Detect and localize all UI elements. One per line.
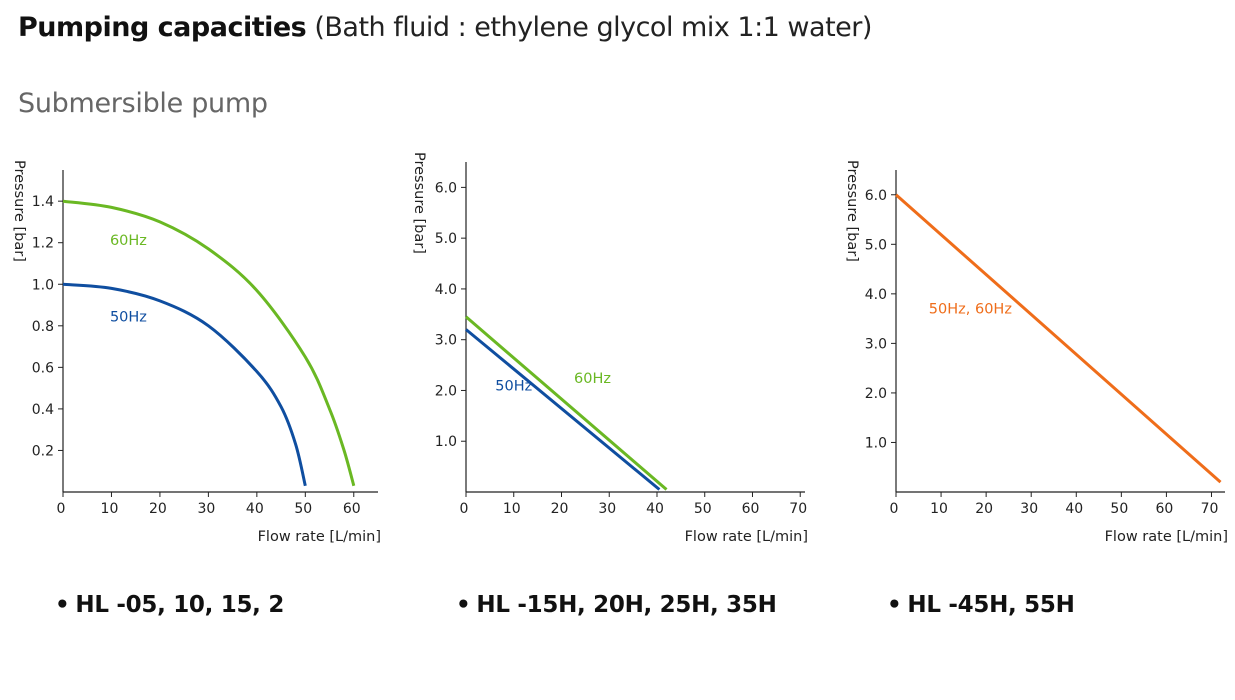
series-label: 50Hz xyxy=(495,378,532,394)
y-tick-label: 0.6 xyxy=(32,360,54,376)
y-tick-label: 0.8 xyxy=(32,319,54,335)
x-tick-label: 20 xyxy=(149,501,167,517)
x-tick-label: 60 xyxy=(742,501,760,517)
series-line-50hz-60hz xyxy=(895,193,1222,484)
series-line-60hz xyxy=(465,315,668,491)
x-tick-label: 30 xyxy=(598,501,616,517)
x-tick-label: 70 xyxy=(1201,501,1219,517)
y-axis-label: Pressure [bar] xyxy=(411,152,427,254)
series-line-50hz xyxy=(62,282,307,487)
series-line-50hz xyxy=(465,328,661,491)
bullet-icon: • xyxy=(887,592,902,618)
title-main: Pumping capacities xyxy=(18,12,307,43)
x-tick-label: 20 xyxy=(551,501,569,517)
x-tick-label: 10 xyxy=(930,501,948,517)
y-tick-label: 0.2 xyxy=(32,443,54,459)
y-tick-label: 2.0 xyxy=(865,386,887,402)
chart-2: 0 10 20 30 40 50 60 70 1.0 2.0 3.0 4.0 5.0 6.0 Flow ra… xyxy=(411,152,808,545)
x-tick-label: 40 xyxy=(646,501,664,517)
y-tick-label: 6.0 xyxy=(865,188,887,204)
caption-2-text: HL -15H, 20H, 25H, 35H xyxy=(476,592,777,618)
y-tick-label: 1.0 xyxy=(32,277,54,293)
caption-3: • HL -45H, 55H xyxy=(887,592,1075,618)
y-axis-label: Pressure [bar] xyxy=(844,160,860,262)
y-tick-label: 1.0 xyxy=(865,435,887,451)
x-tick-label: 60 xyxy=(343,501,361,517)
series-line-60hz xyxy=(62,199,356,487)
caption-1-text: HL -05, 10, 15, 2 xyxy=(75,592,285,618)
caption-1: • HL -05, 10, 15, 2 xyxy=(55,592,284,618)
page-subtitle: Submersible pump xyxy=(18,88,268,119)
x-tick-label: 10 xyxy=(101,501,119,517)
y-tick-label: 4.0 xyxy=(435,282,457,298)
chart-3: 0 10 20 30 40 50 60 70 1.0 2.0 3.0 4.0 5.0 6.0 Flow ra… xyxy=(844,160,1228,545)
y-tick-label: 1.0 xyxy=(435,434,457,450)
x-axis-label: Flow rate [L/min] xyxy=(258,529,381,545)
bullet-icon: • xyxy=(456,592,471,618)
x-tick-label: 60 xyxy=(1155,501,1173,517)
x-tick-label: 0 xyxy=(890,501,899,517)
series-label: 60Hz xyxy=(110,233,147,249)
y-tick-label: 0.4 xyxy=(32,402,54,418)
y-tick-label: 3.0 xyxy=(865,336,887,352)
caption-3-text: HL -45H, 55H xyxy=(907,592,1075,618)
series-label: 50Hz, 60Hz xyxy=(929,302,1012,318)
x-tick-label: 40 xyxy=(246,501,264,517)
caption-2: • HL -15H, 20H, 25H, 35H xyxy=(456,592,777,618)
y-tick-label: 2.0 xyxy=(435,383,457,399)
y-axis-label: Pressure [bar] xyxy=(11,160,27,262)
x-tick-label: 50 xyxy=(294,501,312,517)
y-tick-label: 3.0 xyxy=(435,333,457,349)
x-tick-label: 0 xyxy=(57,501,66,517)
title-detail: (Bath fluid : ethylene glycol mix 1:1 wa… xyxy=(314,12,872,43)
x-tick-label: 70 xyxy=(789,501,807,517)
x-tick-label: 0 xyxy=(460,501,469,517)
bullet-icon: • xyxy=(55,592,70,618)
x-tick-label: 10 xyxy=(503,501,521,517)
x-axis-label: Flow rate [L/min] xyxy=(1105,529,1228,545)
x-axis-label: Flow rate [L/min] xyxy=(685,529,808,545)
x-tick-label: 50 xyxy=(1110,501,1128,517)
x-tick-label: 50 xyxy=(694,501,712,517)
x-tick-label: 40 xyxy=(1065,501,1083,517)
x-tick-label: 30 xyxy=(1020,501,1038,517)
y-tick-label: 1.2 xyxy=(32,236,54,252)
y-tick-label: 4.0 xyxy=(865,287,887,303)
y-tick-label: 1.4 xyxy=(32,194,54,210)
series-label: 60Hz xyxy=(574,371,611,387)
page-title: Pumping capacities (Bath fluid : ethylen… xyxy=(18,12,872,43)
x-tick-label: 20 xyxy=(975,501,993,517)
y-tick-label: 6.0 xyxy=(435,180,457,196)
chart-1: 0 10 20 30 40 50 60 0.2 0.4 0.6 0.8 1.0 1.2 1.4 Flow r… xyxy=(11,160,381,545)
series-label: 50Hz xyxy=(110,310,147,326)
x-tick-label: 30 xyxy=(197,501,215,517)
y-tick-label: 5.0 xyxy=(865,237,887,253)
y-tick-label: 5.0 xyxy=(435,231,457,247)
